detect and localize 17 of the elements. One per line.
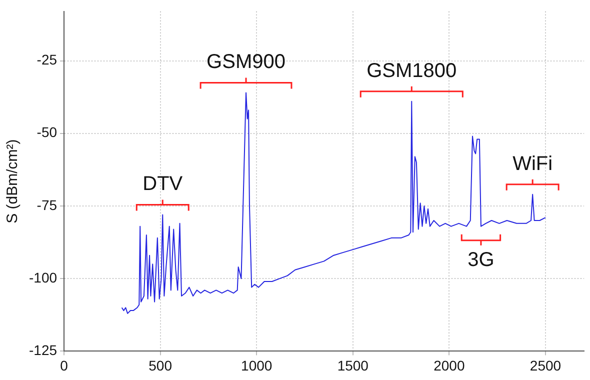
y-tick-label: -75 xyxy=(36,196,58,213)
x-tick-label: 1500 xyxy=(337,357,369,374)
annotation: GSM1800 xyxy=(366,60,457,82)
annotation: DTV xyxy=(142,173,184,196)
x-tick-label: 0 xyxy=(60,357,68,374)
x-tick-label: 1000 xyxy=(241,357,272,374)
x-tick-label: 2000 xyxy=(434,357,465,374)
y-tick-label: -50 xyxy=(36,124,58,140)
annotation: GSM900 xyxy=(206,51,286,74)
y-tick-label: -100 xyxy=(28,269,58,286)
annotation: WiFi xyxy=(512,152,553,175)
y-tick-label: -125 xyxy=(28,342,58,358)
x-tick-label: 500 xyxy=(148,357,172,374)
annotation: 3G xyxy=(468,248,494,271)
x-tick-label: 2500 xyxy=(530,357,562,374)
y-tick-label: -25 xyxy=(36,52,58,68)
y-axis-title: S (dBm/cm²) xyxy=(4,139,22,224)
